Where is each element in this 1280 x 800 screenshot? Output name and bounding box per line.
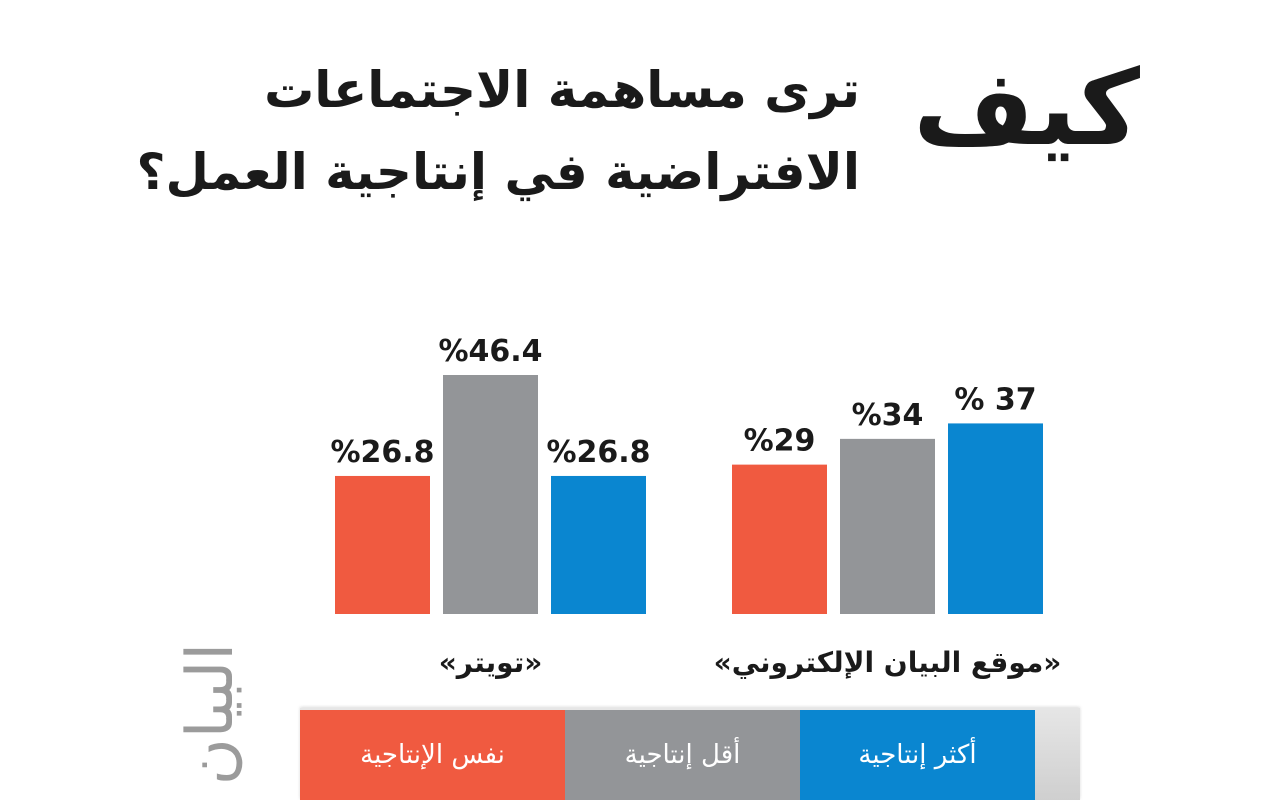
legend-label: أقل إنتاجية xyxy=(624,740,741,770)
category-label: «موقع البيان الإلكتروني» xyxy=(714,646,1062,679)
title-line-2: الافتراضية في إنتاجية العمل؟ xyxy=(136,143,860,201)
title-block: كيف ترى مساهمة الاجتماعات الافتراضية في … xyxy=(0,0,1280,240)
bar-value-label: %34 xyxy=(852,398,924,433)
bar xyxy=(948,423,1043,614)
bar xyxy=(732,464,827,614)
bar xyxy=(551,475,646,614)
legend: نفس الإنتاجية أقل إنتاجية أكثر إنتاجية xyxy=(300,708,1080,800)
bar-value-label: %46.4 xyxy=(438,334,542,369)
logo-text: البيان xyxy=(174,642,248,786)
legend-label: أكثر إنتاجية xyxy=(858,740,977,770)
bar-value-label: %26.8 xyxy=(546,435,650,470)
bar-value-label: %29 xyxy=(744,424,816,459)
title-line-1: ترى مساهمة الاجتماعات xyxy=(264,61,860,119)
legend-label: نفس الإنتاجية xyxy=(360,740,505,770)
bar xyxy=(335,475,430,614)
chart-svg: %26.8 %46.4 %26.8 «تويتر» %29 %34 % 37 «موقع ال… xyxy=(330,334,1062,679)
bar-value-label: % 37 xyxy=(954,382,1036,417)
bar-chart: %26.8 %46.4 %26.8 «تويتر» %29 %34 % 37 «موقع ال… xyxy=(300,300,1100,700)
category-label: «تويتر» xyxy=(439,646,543,679)
bar xyxy=(443,375,538,614)
legend-item-more-productivity: أكثر إنتاجية xyxy=(800,710,1035,800)
legend-item-same-productivity: نفس الإنتاجية xyxy=(300,710,565,800)
newspaper-logo: البيان xyxy=(166,628,256,800)
title-big-word: كيف xyxy=(913,47,1140,169)
bar xyxy=(840,438,935,614)
bar-value-label: %26.8 xyxy=(330,435,434,470)
legend-item-less-productivity: أقل إنتاجية xyxy=(565,710,800,800)
